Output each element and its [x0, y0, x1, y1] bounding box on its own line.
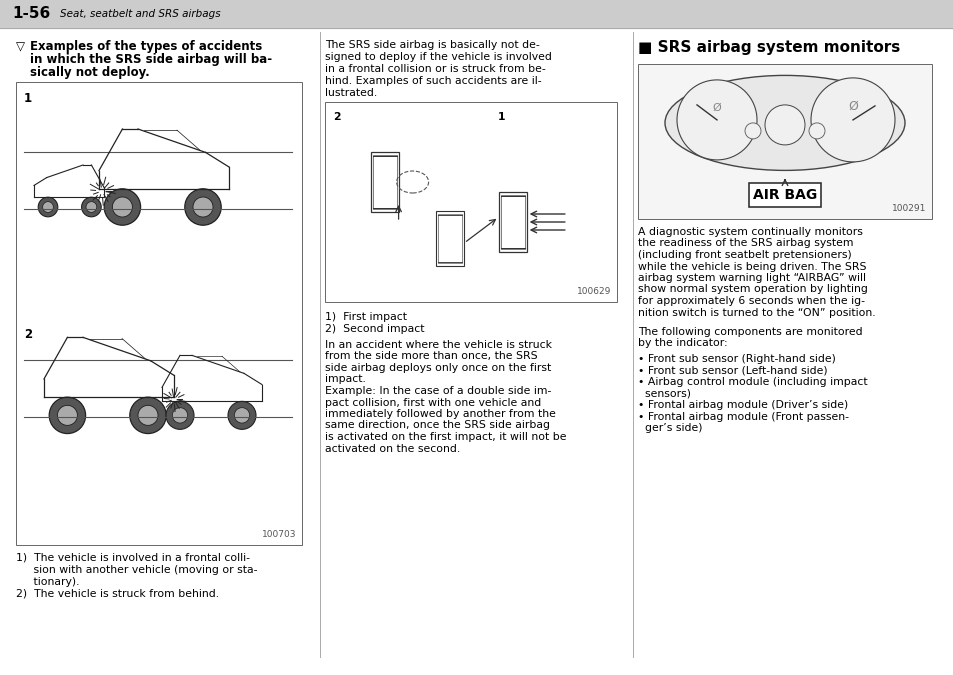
Circle shape	[808, 123, 824, 139]
Circle shape	[193, 197, 213, 217]
Bar	[325, 102, 617, 302]
Text: 1)  The vehicle is involved in a frontal colli-: 1) The vehicle is involved in a frontal …	[16, 553, 250, 563]
Text: the readiness of the SRS airbag system: the readiness of the SRS airbag system	[638, 238, 853, 248]
Circle shape	[43, 202, 53, 213]
Text: airbag system warning light “AIRBAG” will: airbag system warning light “AIRBAG” wil…	[638, 273, 865, 283]
Text: 2: 2	[24, 328, 32, 341]
Text: • Front sub sensor (Right-hand side): • Front sub sensor (Right-hand side)	[638, 354, 835, 364]
Bar	[748, 183, 821, 207]
Text: 100629: 100629	[576, 287, 610, 296]
Text: nition switch is turned to the “ON” position.: nition switch is turned to the “ON” posi…	[638, 308, 875, 317]
Circle shape	[234, 408, 250, 423]
Text: hind. Examples of such accidents are il-: hind. Examples of such accidents are il-	[325, 76, 541, 86]
Text: for approximately 6 seconds when the ig-: for approximately 6 seconds when the ig-	[638, 296, 864, 306]
Circle shape	[810, 78, 894, 162]
Text: ger’s side): ger’s side)	[638, 423, 701, 433]
Circle shape	[764, 105, 804, 145]
Text: AIR BAG: AIR BAG	[752, 188, 817, 202]
Text: sion with another vehicle (moving or sta-: sion with another vehicle (moving or sta…	[16, 565, 257, 575]
Bar	[498, 192, 526, 252]
Text: from the side more than once, the SRS: from the side more than once, the SRS	[325, 352, 537, 362]
Text: side airbag deploys only once on the first: side airbag deploys only once on the fir…	[325, 363, 551, 373]
Text: 1)  First impact: 1) First impact	[325, 312, 407, 322]
Text: ▽: ▽	[16, 40, 25, 53]
Circle shape	[166, 402, 193, 429]
Bar	[638, 64, 931, 219]
Text: The SRS side airbag is basically not de-: The SRS side airbag is basically not de-	[325, 40, 539, 50]
Text: pact collision, first with one vehicle and: pact collision, first with one vehicle a…	[325, 398, 540, 408]
Circle shape	[50, 397, 86, 433]
Text: 2)  Second impact: 2) Second impact	[325, 324, 424, 334]
Circle shape	[185, 189, 221, 225]
Circle shape	[86, 202, 96, 213]
Circle shape	[172, 408, 188, 423]
Text: Ø: Ø	[712, 103, 720, 113]
Text: • Airbag control module (including impact: • Airbag control module (including impac…	[638, 377, 866, 387]
Text: activated on the second.: activated on the second.	[325, 443, 459, 454]
Text: In an accident where the vehicle is struck: In an accident where the vehicle is stru…	[325, 340, 552, 350]
Bar	[437, 213, 461, 263]
Text: same direction, once the SRS side airbag: same direction, once the SRS side airbag	[325, 421, 550, 431]
Circle shape	[677, 80, 757, 160]
Text: lustrated.: lustrated.	[325, 88, 376, 98]
Text: (including front seatbelt pretensioners): (including front seatbelt pretensioners)	[638, 250, 851, 260]
Circle shape	[38, 197, 58, 217]
Circle shape	[130, 397, 166, 433]
Text: 100291: 100291	[891, 204, 925, 213]
Circle shape	[57, 406, 77, 425]
Circle shape	[744, 123, 760, 139]
Text: Ø: Ø	[847, 99, 857, 113]
Text: immediately followed by another from the: immediately followed by another from the	[325, 409, 556, 419]
Circle shape	[112, 197, 132, 217]
Bar	[370, 152, 398, 212]
Text: in a frontal collision or is struck from be-: in a frontal collision or is struck from…	[325, 64, 545, 74]
Text: sensors): sensors)	[638, 389, 690, 398]
Bar	[0, 0, 953, 28]
Text: Examples of the types of accidents: Examples of the types of accidents	[30, 40, 262, 53]
Text: Example: In the case of a double side im-: Example: In the case of a double side im…	[325, 386, 551, 396]
Circle shape	[104, 189, 140, 225]
Text: impact.: impact.	[325, 375, 366, 385]
Text: tionary).: tionary).	[16, 577, 79, 587]
Bar	[16, 82, 302, 545]
Text: 2)  The vehicle is struck from behind.: 2) The vehicle is struck from behind.	[16, 589, 219, 599]
Text: by the indicator:: by the indicator:	[638, 338, 727, 348]
Text: ■ SRS airbag system monitors: ■ SRS airbag system monitors	[638, 40, 900, 55]
Text: while the vehicle is being driven. The SRS: while the vehicle is being driven. The S…	[638, 261, 865, 271]
Text: 1: 1	[24, 92, 32, 105]
Text: sically not deploy.: sically not deploy.	[30, 66, 150, 79]
Text: • Front sub sensor (Left-hand side): • Front sub sensor (Left-hand side)	[638, 365, 827, 375]
Text: 2: 2	[333, 112, 340, 122]
Ellipse shape	[664, 76, 904, 170]
Bar	[500, 195, 524, 249]
Text: Seat, seatbelt and SRS airbags: Seat, seatbelt and SRS airbags	[60, 9, 220, 19]
Text: 1: 1	[497, 112, 505, 122]
Text: 100703: 100703	[261, 530, 295, 539]
Text: is activated on the first impact, it will not be: is activated on the first impact, it wil…	[325, 432, 566, 442]
Bar	[436, 211, 464, 265]
Bar	[373, 155, 396, 209]
Circle shape	[228, 402, 255, 429]
Text: A diagnostic system continually monitors: A diagnostic system continually monitors	[638, 227, 862, 237]
Circle shape	[82, 197, 101, 217]
Text: • Frontal airbag module (Driver’s side): • Frontal airbag module (Driver’s side)	[638, 400, 847, 410]
Circle shape	[138, 406, 158, 425]
Text: in which the SRS side airbag will ba-: in which the SRS side airbag will ba-	[30, 53, 272, 66]
Text: • Frontal airbag module (Front passen-: • Frontal airbag module (Front passen-	[638, 412, 848, 421]
Text: show normal system operation by lighting: show normal system operation by lighting	[638, 284, 867, 294]
Text: The following components are monitored: The following components are monitored	[638, 327, 862, 337]
Text: signed to deploy if the vehicle is involved: signed to deploy if the vehicle is invol…	[325, 52, 551, 62]
Text: 1-56: 1-56	[12, 7, 51, 22]
